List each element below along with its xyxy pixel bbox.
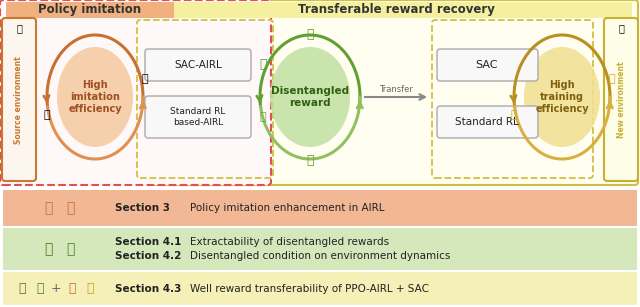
- Text: 💡: 💡: [141, 74, 148, 84]
- FancyBboxPatch shape: [604, 18, 638, 181]
- Text: 💡: 💡: [307, 154, 314, 166]
- Text: 💡: 💡: [511, 110, 517, 120]
- Text: Section 4.1: Section 4.1: [115, 237, 181, 247]
- Text: Well reward transferability of PPO-AIRL + SAC: Well reward transferability of PPO-AIRL …: [190, 283, 429, 293]
- Text: 💡: 💡: [68, 282, 76, 295]
- FancyBboxPatch shape: [145, 96, 251, 138]
- Text: Disentangled condition on environment dynamics: Disentangled condition on environment dy…: [190, 251, 451, 261]
- Ellipse shape: [524, 47, 600, 147]
- Text: 💡: 💡: [44, 110, 51, 120]
- Text: 💡: 💡: [19, 282, 26, 295]
- Bar: [158, 2, 632, 18]
- FancyBboxPatch shape: [2, 18, 36, 181]
- Bar: [3, 190, 637, 226]
- Text: 💡: 💡: [259, 59, 267, 72]
- Ellipse shape: [57, 47, 133, 147]
- Bar: [3, 272, 637, 305]
- Text: +: +: [51, 282, 61, 295]
- Text: 💡: 💡: [66, 242, 74, 256]
- Text: 🔷: 🔷: [618, 23, 624, 33]
- Text: SAC: SAC: [476, 60, 499, 70]
- Text: Standard RL: Standard RL: [455, 117, 519, 127]
- Text: New environment: New environment: [616, 62, 625, 138]
- Text: Section 3: Section 3: [115, 203, 170, 213]
- Text: 💡: 💡: [44, 242, 52, 256]
- Text: Extractability of disentangled rewards: Extractability of disentangled rewards: [190, 237, 389, 247]
- Text: Disentangled
reward: Disentangled reward: [271, 86, 349, 108]
- FancyBboxPatch shape: [145, 49, 251, 81]
- Text: SAC-AIRL: SAC-AIRL: [174, 60, 222, 70]
- FancyBboxPatch shape: [437, 49, 538, 81]
- Text: 💡: 💡: [66, 201, 74, 215]
- FancyBboxPatch shape: [152, 0, 638, 185]
- Text: 💡: 💡: [307, 28, 314, 41]
- Text: 💡: 💡: [44, 201, 52, 215]
- Text: Transferable reward recovery: Transferable reward recovery: [298, 3, 495, 17]
- Text: 💡: 💡: [260, 112, 266, 122]
- Bar: [6, 2, 174, 18]
- Text: High
training
efficiency: High training efficiency: [535, 80, 589, 114]
- Bar: [3, 228, 637, 270]
- Text: Standard RL
based-AIRL: Standard RL based-AIRL: [170, 107, 226, 127]
- FancyBboxPatch shape: [0, 0, 271, 185]
- Ellipse shape: [270, 47, 350, 147]
- Text: Policy imitation enhancement in AIRL: Policy imitation enhancement in AIRL: [190, 203, 385, 213]
- Text: Policy imitation: Policy imitation: [38, 3, 141, 17]
- Text: High
imitation
efficiency: High imitation efficiency: [68, 80, 122, 114]
- Text: Transfer: Transfer: [379, 86, 413, 95]
- Text: Section 4.2: Section 4.2: [115, 251, 181, 261]
- Text: Source environment: Source environment: [15, 56, 24, 144]
- Text: 🔶: 🔶: [16, 23, 22, 33]
- Text: 💡: 💡: [86, 282, 93, 295]
- Text: 💡: 💡: [36, 282, 44, 295]
- FancyBboxPatch shape: [437, 106, 538, 138]
- Text: Section 4.3: Section 4.3: [115, 283, 181, 293]
- Text: 💡: 💡: [609, 74, 615, 84]
